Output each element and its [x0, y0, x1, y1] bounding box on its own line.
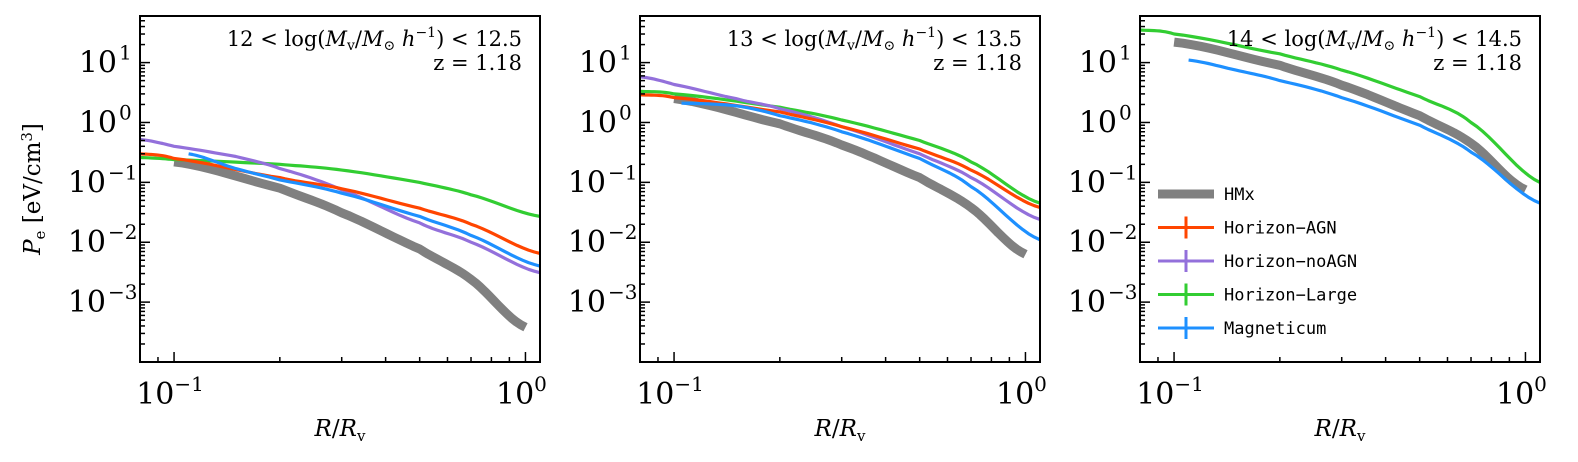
legend-label: Magneticum [1224, 319, 1326, 339]
legend-label: Horizon−AGN [1224, 219, 1337, 239]
x-tick-label: 10−1 [1136, 372, 1204, 412]
axes-frame [1139, 15, 1541, 363]
y-tick-label: 10 [1079, 105, 1117, 140]
x-tick-label: 100 [996, 372, 1047, 412]
y-tick-exponent: −2 [1108, 220, 1137, 244]
y-tick-label: 10 [568, 285, 606, 320]
y-tick-exponent: 0 [619, 100, 632, 124]
mass-bin-annotation: 13 < log(Mv/M⊙ h−1) < 13.5 [727, 25, 1022, 54]
y-tick-label: 10 [568, 225, 606, 260]
series-line-magneticum [188, 152, 540, 268]
y-tick-label: 10 [1068, 225, 1106, 260]
x-axis-label: R/Rv [314, 416, 366, 445]
y-tick-exponent: −1 [108, 160, 137, 184]
y-tick-label: 10 [79, 105, 117, 140]
legend-label: HMx [1224, 185, 1255, 205]
legend: HMx Horizon−AGN Horizon−noAGN Horizon−Large… [1158, 185, 1357, 339]
series-line-magneticum [681, 101, 1040, 242]
y-tick-exponent: 0 [119, 100, 132, 124]
x-axis-label: R/Rv [814, 416, 866, 445]
y-tick-exponent: −2 [108, 220, 137, 244]
y-tick-label: 10 [68, 285, 106, 320]
series-line-hmx [673, 94, 1028, 259]
legend-label: Horizon−Large [1224, 286, 1357, 306]
axes-frame [639, 15, 1041, 363]
y-tick-label: 10 [568, 165, 606, 200]
y-tick-label: 10 [1068, 165, 1106, 200]
redshift-annotation: z = 1.18 [1433, 51, 1522, 75]
y-tick-exponent: 0 [1119, 100, 1132, 124]
x-tick-label: 10−1 [136, 372, 204, 412]
y-tick-exponent: 1 [1119, 41, 1132, 65]
y-tick-label: 10 [579, 46, 617, 81]
y-tick-exponent: −3 [608, 280, 637, 304]
mass-bin-annotation: 12 < log(Mv/M⊙ h−1) < 12.5 [227, 25, 522, 54]
y-axis-label: Pe [eV/cm3] [18, 123, 49, 256]
y-tick-label: 10 [1079, 46, 1117, 81]
series-line-hmx [173, 157, 528, 332]
y-tick-exponent: −2 [608, 220, 637, 244]
y-tick-exponent: −1 [1108, 160, 1137, 184]
y-tick-exponent: −1 [608, 160, 637, 184]
y-tick-label: 10 [579, 105, 617, 140]
y-tick-label: 10 [68, 225, 106, 260]
y-tick-exponent: −3 [108, 280, 137, 304]
y-tick-exponent: 1 [119, 41, 132, 65]
redshift-annotation: z = 1.18 [933, 51, 1022, 75]
series-line-horizon-noagn [140, 137, 540, 275]
legend-label: Horizon−noAGN [1224, 252, 1357, 272]
series-line-horizon-large [1140, 28, 1540, 184]
y-tick-label: 10 [68, 165, 106, 200]
mass-bin-annotation: 14 < log(Mv/M⊙ h−1) < 14.5 [1227, 25, 1522, 54]
series-line-magneticum [1188, 58, 1540, 205]
series-line-horizon-large [640, 89, 1040, 205]
series-line-horizon-agn [640, 93, 1040, 210]
x-axis-label: R/Rv [1314, 416, 1366, 445]
y-tick-exponent: −3 [1108, 280, 1137, 304]
axes-frame [139, 15, 541, 363]
series-line-hmx [1173, 37, 1528, 194]
redshift-annotation: z = 1.18 [433, 51, 522, 75]
x-tick-label: 100 [496, 372, 547, 412]
series-line-horizon-agn [140, 152, 540, 255]
y-tick-label: 10 [79, 46, 117, 81]
y-tick-exponent: 1 [619, 41, 632, 65]
y-tick-label: 10 [1068, 285, 1106, 320]
x-tick-label: 10−1 [636, 372, 704, 412]
series-line-horizon-noagn [640, 75, 1040, 222]
x-tick-label: 100 [1496, 372, 1547, 412]
